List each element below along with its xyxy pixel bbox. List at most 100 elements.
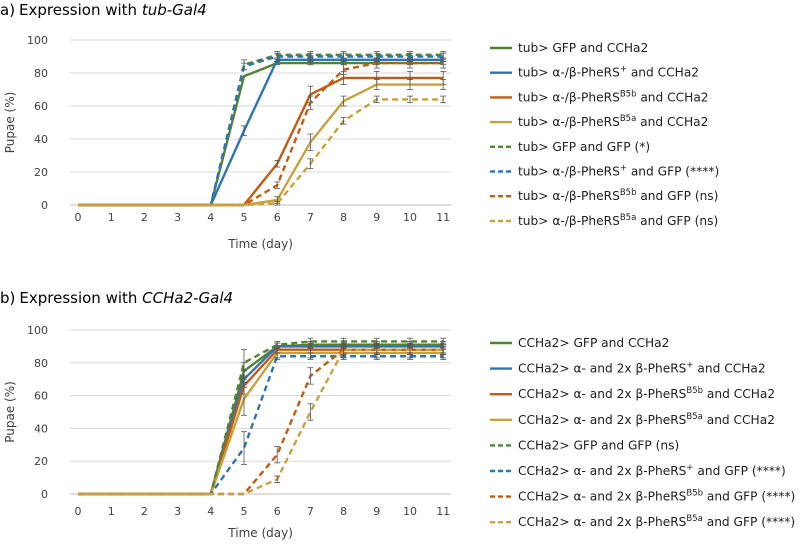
panel-label: b) [0, 289, 15, 307]
error-bar [307, 352, 314, 360]
legend-label: CCHa2> GFP and CCHa2 [518, 336, 669, 350]
legend-text: and GFP (****) [694, 464, 786, 478]
legend-label: CCHa2> α- and 2x β-PheRSB5a and CCHa2 [518, 412, 775, 427]
legend-label: tub> α-/β-PheRS+ and GFP (****) [518, 164, 719, 179]
error-bar [241, 431, 247, 465]
legend-text: and CCHa2 [694, 362, 766, 376]
x-tick-label: 2 [141, 211, 148, 224]
legend-entry: tub> α-/β-PheRSB5a and GFP (ns) [490, 213, 718, 228]
legend-text: tub> α-/β-PheRS [518, 115, 620, 129]
y-axis-label: Pupae (%) [3, 92, 17, 154]
series-line [78, 98, 444, 207]
x-tick-label: 1 [108, 505, 115, 518]
x-tick-label: 9 [373, 505, 380, 518]
title-prefix: Expression with [19, 1, 142, 19]
legend-superscript: B5b [620, 188, 637, 198]
legend-entry: tub> α-/β-PheRS+ and CCHa2 [490, 65, 699, 80]
legend-superscript: B5a [620, 114, 636, 124]
legend-text: tub> α-/β-PheRS [518, 214, 620, 228]
title-prefix: Expression with [19, 289, 142, 307]
x-tick-label: 3 [174, 211, 181, 224]
series-line [78, 348, 444, 496]
error-bar [407, 344, 413, 356]
legend-text: CCHa2> GFP and GFP (ns) [518, 438, 679, 452]
y-tick-label: 20 [34, 166, 48, 179]
legend-entry: CCHa2> GFP and GFP (ns) [490, 438, 679, 452]
y-tick-label: 20 [34, 455, 48, 468]
error-bar [373, 95, 380, 104]
legend-entry: CCHa2> α- and 2x β-PheRS+ and GFP (****) [490, 463, 786, 478]
y-tick-label: 60 [34, 390, 48, 403]
x-tick-label: 5 [241, 505, 248, 518]
error-bar [440, 344, 447, 356]
error-bar [407, 57, 413, 69]
legend-label: tub> GFP and CCHa2 [518, 41, 648, 55]
legend-entry: tub> α-/β-PheRSB5b and CCHa2 [490, 89, 709, 104]
legend-superscript: + [620, 164, 627, 174]
legend-label: tub> α-/β-PheRSB5a and GFP (ns) [518, 213, 718, 228]
x-tick-label: 1 [108, 211, 115, 224]
legend-entry: tub> GFP and GFP (*) [490, 140, 650, 154]
error-bar [340, 52, 347, 61]
y-tick-label: 100 [27, 324, 48, 337]
legend-text: CCHa2> α- and 2x β-PheRS [518, 490, 687, 504]
error-bar [373, 344, 380, 356]
error-bar [440, 95, 447, 104]
legend-superscript: B5a [686, 514, 702, 524]
legend-text: and CCHa2 [636, 90, 708, 104]
error-bar [440, 79, 447, 90]
error-bar [274, 181, 281, 189]
legend-label: CCHa2> GFP and GFP (ns) [518, 438, 679, 452]
legend-text: CCHa2> α- and 2x β-PheRS [518, 464, 687, 478]
error-bar [241, 125, 247, 137]
legend-label: CCHa2> α- and 2x β-PheRS+ and GFP (****) [518, 463, 786, 478]
panel-label: a) [0, 1, 15, 19]
legend-text: CCHa2> α- and 2x β-PheRS [518, 413, 687, 427]
error-bar [340, 344, 347, 356]
legend-label: tub> GFP and GFP (*) [518, 140, 650, 154]
error-bar [307, 133, 314, 151]
legend-text: and GFP (****) [703, 490, 795, 504]
error-bar [307, 95, 314, 110]
legend-label: tub> α-/β-PheRSB5b and GFP (ns) [518, 188, 718, 203]
error-bar [340, 117, 347, 125]
legend-entry: tub> GFP and CCHa2 [490, 41, 648, 55]
y-tick-label: 0 [41, 488, 48, 501]
x-tick-label: 4 [207, 505, 214, 518]
error-bar [373, 57, 380, 69]
legend-superscript: + [686, 361, 693, 371]
x-tick-label: 9 [373, 211, 380, 224]
x-tick-label: 6 [274, 505, 281, 518]
y-tick-label: 80 [34, 357, 48, 370]
error-bar [307, 52, 314, 61]
x-tick-label: 8 [340, 505, 347, 518]
x-tick-label: 5 [241, 211, 248, 224]
x-tick-label: 2 [141, 505, 148, 518]
error-bar [241, 62, 247, 71]
y-tick-label: 0 [41, 199, 48, 212]
error-bar [274, 160, 281, 168]
error-bar [274, 201, 281, 206]
y-tick-label: 40 [34, 133, 48, 146]
legend-text: and CCHa2 [636, 115, 708, 129]
x-tick-label: 0 [75, 211, 82, 224]
error-bar [307, 367, 314, 385]
legend-superscript: B5a [686, 412, 702, 422]
series-4 [78, 79, 447, 207]
legend-superscript: B5b [686, 386, 703, 396]
x-tick-label: 7 [307, 505, 314, 518]
legend-entry: tub> α-/β-PheRSB5b and GFP (ns) [490, 188, 718, 203]
legend-entry: CCHa2> α- and 2x β-PheRSB5b and GFP (***… [490, 489, 795, 504]
error-bar [407, 95, 413, 104]
y-tick-label: 60 [34, 100, 48, 113]
x-tick-label: 10 [403, 211, 417, 224]
legend-text: and GFP (ns) [636, 214, 718, 228]
legend-entry: tub> α-/β-PheRS+ and GFP (****) [490, 164, 719, 179]
chart-title: b) Expression with CCHa2-Gal4 [0, 289, 233, 307]
x-tick-label: 10 [403, 505, 417, 518]
chart-title: a) Expression with tub-Gal4 [0, 1, 207, 19]
x-tick-label: 4 [207, 211, 214, 224]
legend-label: CCHa2> α- and 2x β-PheRSB5a and GFP (***… [518, 514, 795, 529]
legend-label: CCHa2> α- and 2x β-PheRSB5b and CCHa2 [518, 386, 775, 401]
legend-text: tub> α-/β-PheRS [518, 90, 620, 104]
